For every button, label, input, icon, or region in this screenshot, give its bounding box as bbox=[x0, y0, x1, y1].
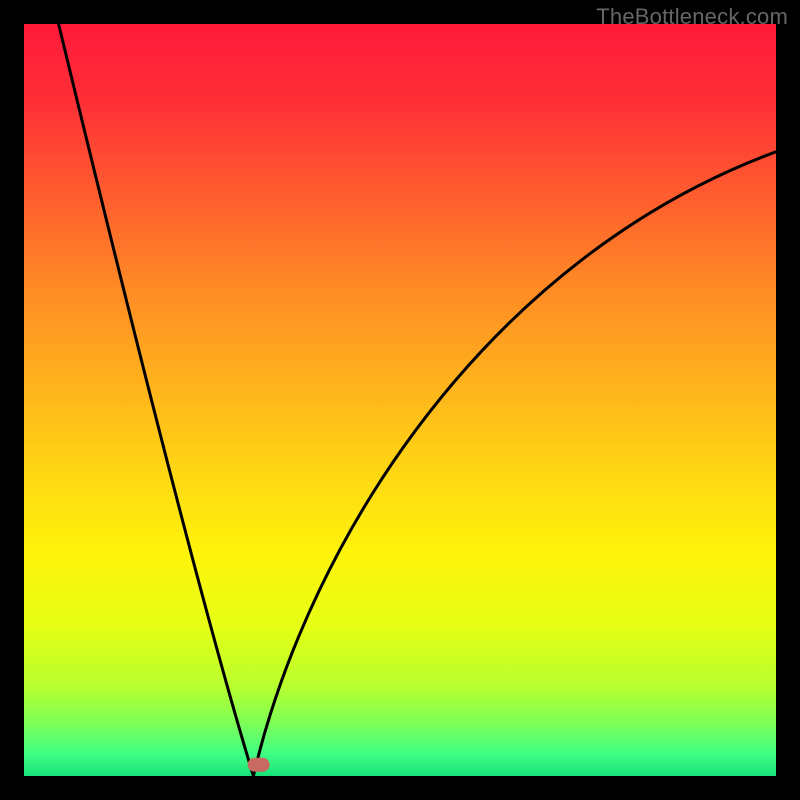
watermark-text: TheBottleneck.com bbox=[596, 4, 788, 30]
chart-gradient-background bbox=[24, 24, 776, 776]
bottleneck-chart bbox=[0, 0, 800, 800]
optimum-marker bbox=[248, 758, 270, 772]
